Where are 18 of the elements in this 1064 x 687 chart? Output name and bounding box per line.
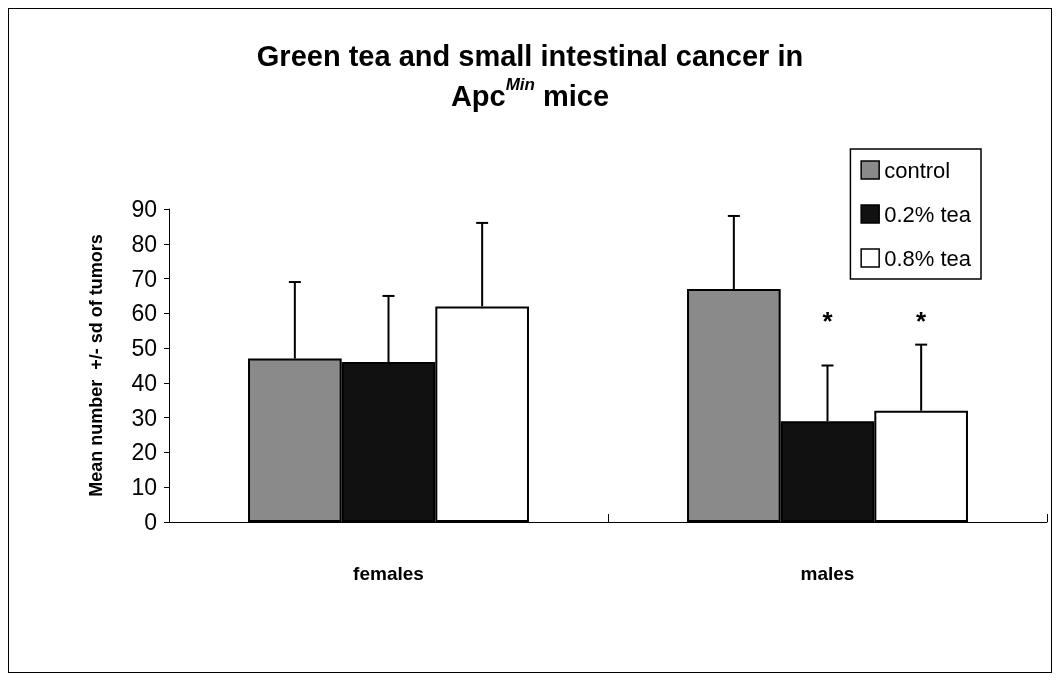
y-tick-label: 70 [131, 265, 157, 292]
y-tick-label: 90 [131, 196, 157, 222]
y-tick-label: 20 [131, 439, 157, 466]
legend-label: 0.8% tea [884, 245, 972, 271]
y-tick-label: 50 [131, 335, 157, 362]
y-tick-label: 0 [144, 509, 157, 535]
annotation: * [916, 305, 928, 336]
legend-label: control [884, 157, 951, 183]
x-tick-label: males [800, 563, 855, 584]
y-axis-title: Mean number +/- sd of tumors [86, 234, 106, 497]
y-tick-label: 10 [131, 474, 157, 501]
y-tick-label: 80 [131, 230, 157, 257]
y-tick-label: 60 [131, 300, 157, 327]
annotation: * [822, 305, 834, 336]
y-tick-label: 40 [131, 369, 157, 396]
x-tick-label: females [353, 563, 424, 584]
legend-label: 0.2% tea [884, 201, 972, 227]
y-tick-label: 30 [131, 404, 157, 431]
